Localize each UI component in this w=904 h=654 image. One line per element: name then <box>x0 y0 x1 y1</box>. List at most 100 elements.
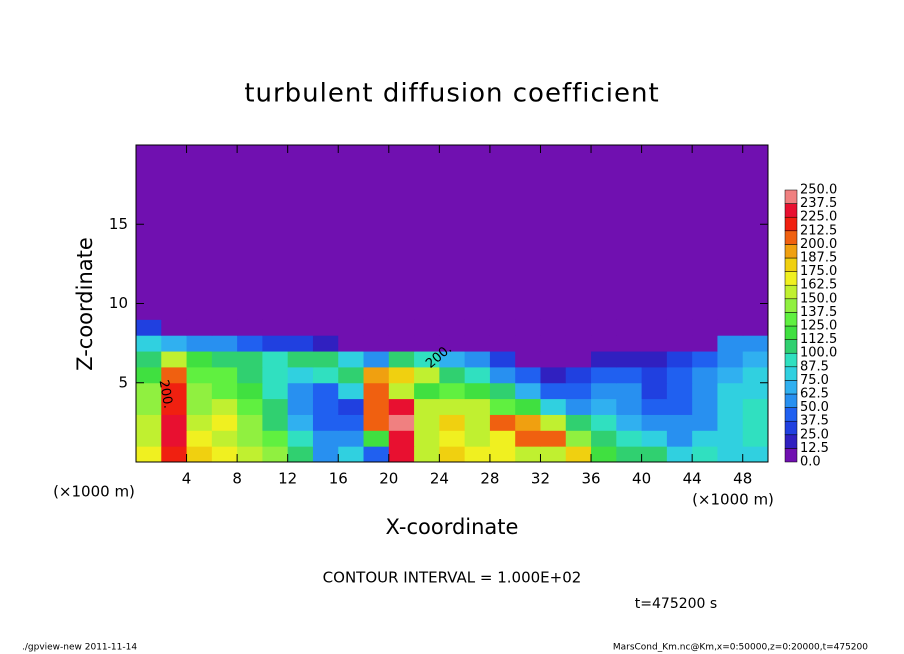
cell <box>489 319 516 336</box>
cell <box>717 366 744 384</box>
colorbar-label: 175.0 <box>800 264 837 279</box>
cell <box>414 398 440 415</box>
cell <box>136 145 162 320</box>
cell <box>717 430 744 447</box>
cell <box>439 351 466 368</box>
cell <box>742 398 769 415</box>
x-tick-label: 44 <box>683 470 702 488</box>
cell <box>388 446 415 463</box>
cell <box>262 319 289 336</box>
cell <box>616 351 643 368</box>
cell <box>692 382 718 400</box>
cell <box>388 414 415 431</box>
cell <box>161 414 188 431</box>
cell <box>388 145 415 320</box>
axes: 4 8 12 16 20 24 28 32 36 40 44 48510150.012.525.037… <box>109 144 837 488</box>
cell <box>287 351 314 368</box>
cell <box>591 351 617 368</box>
cell <box>312 335 339 352</box>
cell <box>464 446 491 463</box>
cell <box>616 335 643 352</box>
cell <box>363 430 390 447</box>
cell <box>742 145 769 320</box>
x-tick-label: 48 <box>733 470 752 488</box>
cell <box>414 319 440 336</box>
cell <box>515 446 541 463</box>
cell <box>186 335 213 352</box>
cell <box>186 398 213 415</box>
colorbar-band <box>784 216 798 232</box>
cell <box>692 430 718 447</box>
cell <box>641 335 668 352</box>
colorbar-band <box>784 352 798 368</box>
colorbar-band <box>784 244 798 259</box>
field <box>136 145 769 463</box>
cell <box>540 145 567 320</box>
colorbar-label: 87.5 <box>800 359 829 374</box>
x-tick-label: 20 <box>379 470 398 488</box>
cell <box>186 351 213 368</box>
cell <box>666 430 693 447</box>
x-tick-label: 4 <box>182 470 192 488</box>
cell <box>515 366 541 384</box>
cell <box>312 446 339 463</box>
cell <box>161 145 188 320</box>
cell <box>565 145 592 320</box>
cell <box>489 335 516 352</box>
colorbar-label: 37.5 <box>800 414 829 429</box>
colorbar-label: 75.0 <box>800 373 829 388</box>
cell <box>439 446 466 463</box>
cell <box>692 398 718 415</box>
cell <box>591 414 617 431</box>
cell <box>287 446 314 463</box>
cell <box>211 446 238 463</box>
cell <box>237 351 263 368</box>
cell <box>186 446 213 463</box>
colorbar-label: 50.0 <box>800 400 829 415</box>
x-tick-label: 28 <box>480 470 499 488</box>
cell <box>388 366 415 384</box>
colorbar-band <box>784 407 798 422</box>
x-tick-label: 40 <box>632 470 651 488</box>
cell <box>211 319 238 336</box>
cell <box>489 414 516 431</box>
time-label: t=475200 s <box>635 596 717 612</box>
cell <box>363 414 390 431</box>
cell <box>666 382 693 400</box>
cell <box>237 430 263 447</box>
cell <box>464 414 491 431</box>
cell <box>717 319 744 336</box>
cell <box>616 398 643 415</box>
cell <box>616 366 643 384</box>
cell <box>439 382 466 400</box>
colorbar-band <box>784 284 798 300</box>
cell <box>338 319 365 336</box>
cell <box>363 351 390 368</box>
cell <box>312 366 339 384</box>
cell <box>464 335 491 352</box>
cell <box>666 335 693 352</box>
cell <box>591 430 617 447</box>
cell <box>237 398 263 415</box>
cell <box>717 351 744 368</box>
colorbar-label: 137.5 <box>800 305 837 320</box>
cell <box>692 414 718 431</box>
cell <box>565 414 592 431</box>
cell <box>692 335 718 352</box>
cell <box>287 145 314 320</box>
x-tick-label: 12 <box>278 470 297 488</box>
cell <box>136 414 162 431</box>
cell <box>439 335 466 352</box>
cell <box>262 335 289 352</box>
cell <box>211 382 238 400</box>
cell <box>186 382 213 400</box>
cell <box>641 446 668 463</box>
cell <box>666 398 693 415</box>
colorbar-band <box>784 366 798 381</box>
cell <box>515 335 541 352</box>
cell <box>186 319 213 336</box>
cell <box>312 414 339 431</box>
cell <box>666 366 693 384</box>
colorbar-band <box>784 230 798 245</box>
